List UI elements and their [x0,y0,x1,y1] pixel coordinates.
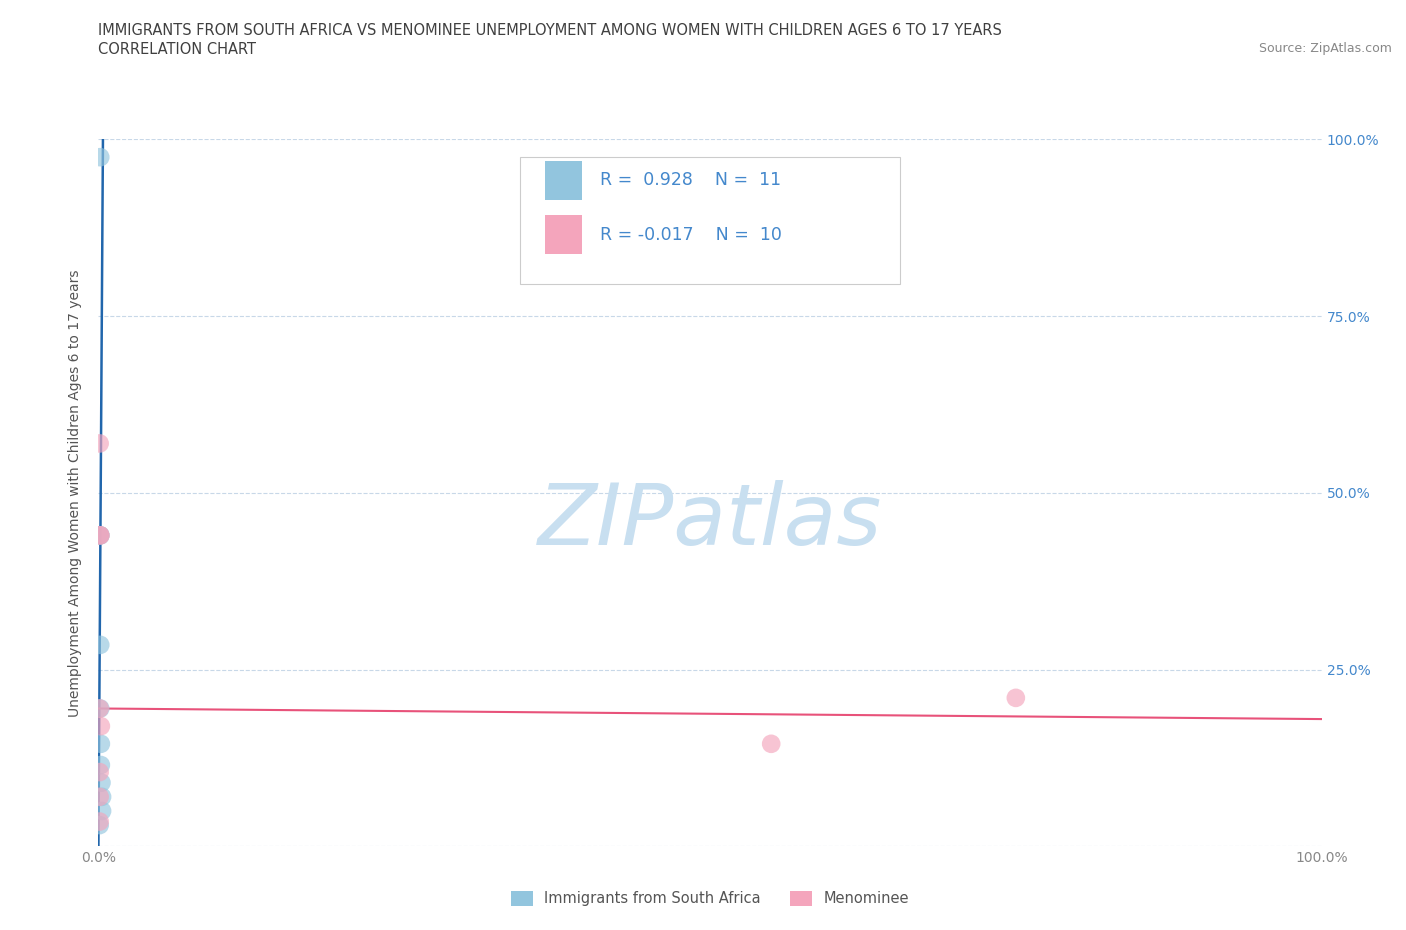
Point [89,637,111,652]
Point [1004,690,1026,705]
Point [90,758,112,773]
Point [90,737,112,751]
Point [89,817,111,832]
Point [89,150,111,165]
Point [89,701,111,716]
Point [761,737,783,751]
Point [90,719,112,734]
FancyBboxPatch shape [520,157,900,285]
Text: IMMIGRANTS FROM SOUTH AFRICA VS MENOMINEE UNEMPLOYMENT AMONG WOMEN WITH CHILDREN: IMMIGRANTS FROM SOUTH AFRICA VS MENOMINE… [98,23,1002,38]
Point [89,764,111,779]
Point [89,528,111,543]
Point [89,701,111,716]
Legend: Immigrants from South Africa, Menominee: Immigrants from South Africa, Menominee [510,891,910,906]
Bar [546,161,582,200]
Point [89,528,111,543]
Point [89,528,111,543]
Point [89,528,111,543]
Text: R = -0.017    N =  10: R = -0.017 N = 10 [600,226,782,244]
Text: CORRELATION CHART: CORRELATION CHART [98,42,256,57]
Point [91,804,114,818]
Bar [546,216,582,255]
Point [90,776,112,790]
Point [89,790,111,804]
Text: ZIPatlas: ZIPatlas [538,480,882,563]
Point [89,814,111,829]
Point [89,436,111,451]
Text: Source: ZipAtlas.com: Source: ZipAtlas.com [1258,42,1392,55]
Point [91,790,114,804]
Text: R =  0.928    N =  11: R = 0.928 N = 11 [600,171,782,190]
Y-axis label: Unemployment Among Women with Children Ages 6 to 17 years: Unemployment Among Women with Children A… [69,269,83,717]
